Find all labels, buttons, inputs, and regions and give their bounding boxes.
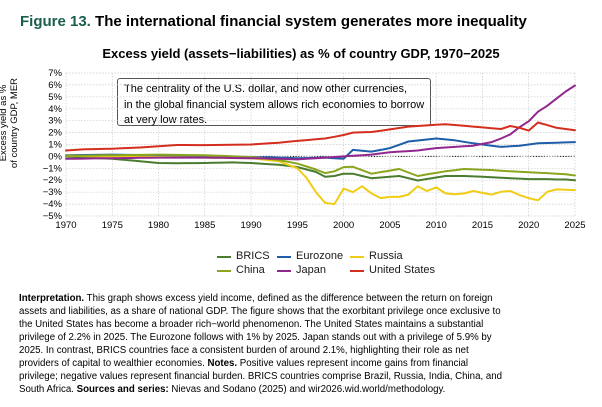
svg-text:5%: 5%: [48, 92, 62, 103]
svg-text:6%: 6%: [48, 80, 62, 91]
svg-text:1970: 1970: [55, 220, 76, 231]
svg-text:2005: 2005: [379, 220, 400, 231]
svg-text:2000: 2000: [333, 220, 354, 231]
svg-text:2020: 2020: [518, 220, 539, 231]
svg-text:−3%: −3%: [43, 187, 63, 198]
svg-text:−4%: −4%: [43, 199, 63, 210]
svg-text:−1%: −1%: [43, 163, 63, 174]
svg-text:1990: 1990: [241, 220, 262, 231]
svg-text:2015: 2015: [472, 220, 493, 231]
svg-text:4%: 4%: [48, 104, 62, 115]
svg-text:3%: 3%: [48, 116, 62, 127]
svg-text:1985: 1985: [194, 220, 215, 231]
svg-text:2010: 2010: [426, 220, 447, 231]
svg-text:0%: 0%: [48, 151, 62, 162]
svg-text:−2%: −2%: [43, 175, 63, 186]
svg-text:1980: 1980: [148, 220, 169, 231]
svg-text:1975: 1975: [102, 220, 123, 231]
svg-text:2%: 2%: [48, 128, 62, 139]
svg-text:7%: 7%: [48, 68, 62, 79]
svg-text:2025: 2025: [564, 220, 585, 231]
svg-text:1995: 1995: [287, 220, 308, 231]
svg-text:1%: 1%: [48, 140, 62, 151]
